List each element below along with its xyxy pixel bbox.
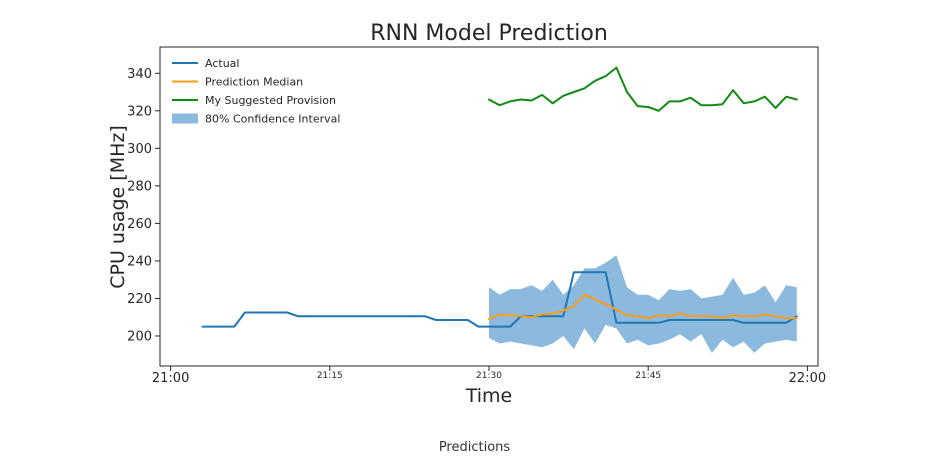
y-tick-label: 280 xyxy=(127,179,152,194)
x-tick-label: 21:30 xyxy=(476,371,502,381)
y-axis-label: CPU usage [MHz] xyxy=(107,125,129,289)
legend: Actual Prediction Median My Suggested Prov… xyxy=(172,57,340,126)
legend-label: My Suggested Provision xyxy=(205,94,336,107)
legend-label: 80% Confidence Interval xyxy=(205,113,340,126)
series-line-actual xyxy=(201,271,798,328)
x-tick-label: 21:15 xyxy=(317,371,343,381)
y-tick-label: 300 xyxy=(127,142,152,157)
y-tick-label: 320 xyxy=(127,104,152,119)
x-tick-label: 21:45 xyxy=(635,371,661,381)
series-line-prediction-median xyxy=(488,293,798,321)
series-band-80-confidence-interval xyxy=(489,255,797,353)
y-tick-label: 260 xyxy=(127,217,152,232)
legend-label: Actual xyxy=(205,57,239,70)
axes: 200 220 240 260 280 300 320 340 21:00 21:15 21:30 2… xyxy=(127,67,826,386)
legend-label: Prediction Median xyxy=(205,76,303,89)
y-tick-label: 340 xyxy=(127,67,152,82)
y-tick-label: 240 xyxy=(127,254,152,269)
legend-swatch xyxy=(172,113,198,124)
series-line-my-suggested-provision xyxy=(488,66,798,112)
y-tick-label: 220 xyxy=(127,292,152,307)
x-axis-label: Time xyxy=(465,385,513,407)
plot-area xyxy=(201,66,798,353)
x-tick-label: 22:00 xyxy=(789,371,826,386)
chart-title: RNN Model Prediction xyxy=(370,21,608,46)
x-tick-label: 21:00 xyxy=(152,371,189,386)
y-tick-label: 200 xyxy=(127,329,152,344)
figure-caption: Predictions xyxy=(438,440,511,455)
